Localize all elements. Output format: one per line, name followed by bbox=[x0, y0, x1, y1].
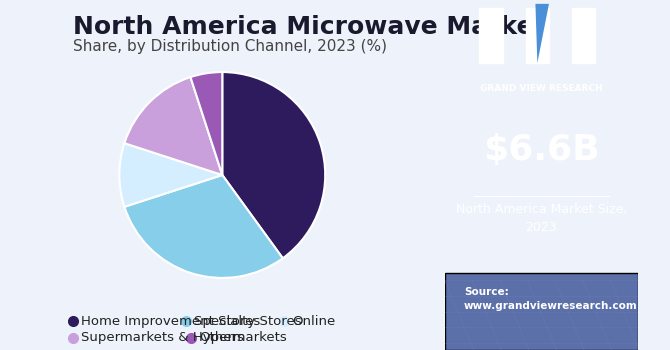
Wedge shape bbox=[190, 72, 222, 175]
FancyBboxPatch shape bbox=[445, 273, 638, 350]
Wedge shape bbox=[222, 72, 325, 258]
FancyBboxPatch shape bbox=[479, 8, 502, 63]
Text: Source:
www.grandviewresearch.com: Source: www.grandviewresearch.com bbox=[464, 287, 638, 311]
Text: Specialty Stores: Specialty Stores bbox=[194, 315, 302, 328]
FancyBboxPatch shape bbox=[526, 8, 549, 63]
Text: $6.6B: $6.6B bbox=[483, 133, 600, 167]
Text: North America Microwave Market: North America Microwave Market bbox=[73, 15, 545, 40]
Text: GRAND VIEW RESEARCH: GRAND VIEW RESEARCH bbox=[480, 84, 602, 93]
Wedge shape bbox=[125, 175, 283, 278]
Text: Others: Others bbox=[200, 331, 245, 344]
Wedge shape bbox=[119, 143, 222, 207]
FancyBboxPatch shape bbox=[572, 8, 596, 63]
Text: North America Market Size,
2023: North America Market Size, 2023 bbox=[456, 203, 627, 234]
Text: Online: Online bbox=[292, 315, 336, 328]
Wedge shape bbox=[125, 77, 222, 175]
Polygon shape bbox=[535, 4, 549, 63]
Text: Home Improvement Stores: Home Improvement Stores bbox=[81, 315, 261, 328]
Text: Supermarkets & Hypermarkets: Supermarkets & Hypermarkets bbox=[81, 331, 287, 344]
Text: Share, by Distribution Channel, 2023 (%): Share, by Distribution Channel, 2023 (%) bbox=[73, 39, 387, 54]
